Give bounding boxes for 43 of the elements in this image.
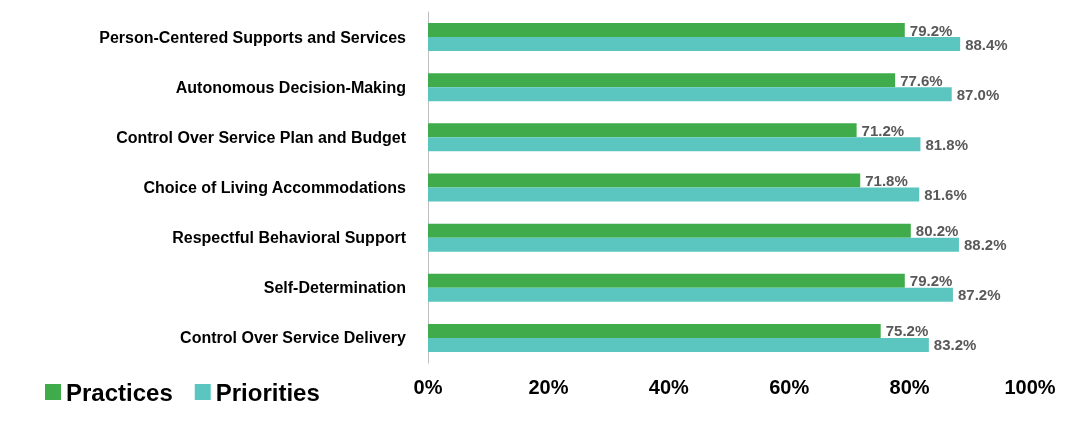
data-label: 83.2% — [933, 336, 977, 354]
x-tick-label: 60% — [769, 376, 810, 398]
bar — [428, 37, 961, 52]
data-label: 87.2% — [957, 286, 1001, 304]
x-tick-label: 40% — [648, 376, 690, 398]
bar — [428, 23, 905, 38]
bar — [428, 87, 952, 102]
bar — [428, 137, 921, 152]
y-tick-label: Choice of Living Accommodations — [143, 179, 407, 196]
data-label: 80.2% — [915, 222, 959, 240]
data-label: 81.8% — [925, 135, 968, 153]
legend-label: Priorities — [215, 378, 320, 406]
y-tick-label: Control Over Service Plan and Budget — [116, 128, 407, 146]
data-label: 88.2% — [963, 236, 1007, 254]
bar — [428, 287, 953, 302]
bar — [428, 337, 929, 352]
x-tick-label: 100% — [1004, 376, 1056, 398]
data-label: 79.2% — [909, 21, 953, 39]
bar — [428, 123, 857, 138]
legend-label: Practices — [66, 378, 173, 406]
y-tick-label: Control Over Service Delivery — [180, 329, 407, 347]
y-tick-label: Respectful Behavioral Support — [172, 229, 407, 247]
bar — [428, 73, 896, 88]
data-label: 75.2% — [885, 322, 929, 340]
x-tick-label: 0% — [413, 376, 443, 398]
bar — [428, 187, 920, 202]
data-label: 71.8% — [865, 172, 908, 189]
bar — [428, 237, 959, 252]
y-tick-label: Self-Determination — [263, 279, 406, 297]
data-label: 87.0% — [956, 85, 1000, 103]
bar — [428, 223, 911, 238]
bar — [428, 323, 881, 338]
data-label: 88.4% — [965, 35, 1008, 53]
bar — [428, 173, 861, 188]
data-label: 81.6% — [924, 186, 967, 203]
data-label: 79.2% — [909, 272, 953, 290]
bar — [428, 273, 905, 288]
data-label: 77.6% — [900, 71, 943, 89]
x-tick-label: 20% — [528, 376, 569, 398]
x-tick-label: 80% — [889, 376, 930, 398]
data-label: 71.2% — [861, 121, 905, 139]
y-tick-label: Person-Centered Supports and Services — [99, 28, 407, 46]
y-tick-label: Autonomous Decision-Making — [175, 78, 406, 96]
